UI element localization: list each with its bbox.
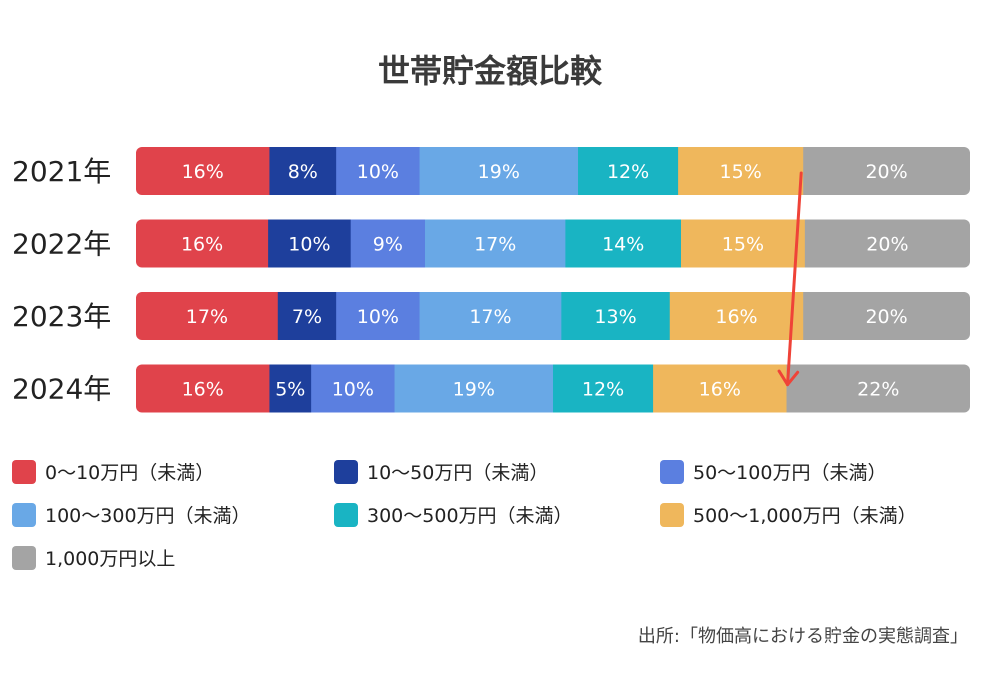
data-label: 10% — [332, 379, 374, 401]
arrow-head — [777, 369, 800, 387]
legend-swatch — [660, 503, 684, 527]
data-label: 10% — [357, 306, 399, 328]
data-label: 12% — [582, 379, 624, 401]
bar-row-4: 2024年 16% 5% 10% 19% 12% 16% 22% — [12, 364, 970, 413]
bar-segment — [336, 147, 421, 195]
bar-segment — [269, 147, 337, 195]
bar-segment — [136, 219, 269, 268]
data-label: 19% — [453, 379, 495, 401]
data-label: 22% — [857, 379, 899, 401]
bar-segment — [268, 219, 352, 268]
bar-segment — [678, 147, 804, 195]
data-label: 17% — [474, 234, 516, 256]
bar-segment — [553, 364, 654, 413]
data-label: 19% — [478, 161, 520, 183]
data-label: 12% — [607, 161, 649, 183]
legend-item: 1,000万円以上 — [12, 546, 175, 570]
data-label: 17% — [186, 306, 228, 328]
legend-item: 500〜1,000万円（未満） — [660, 503, 917, 527]
bar-segment — [419, 147, 579, 195]
bar-segment — [136, 292, 279, 340]
bar-segment — [786, 364, 970, 413]
bar-segment — [803, 292, 970, 340]
data-label: 5% — [275, 379, 305, 401]
data-label: 20% — [865, 161, 907, 183]
data-label: 10% — [288, 234, 330, 256]
category-label: 2022年 — [12, 228, 111, 261]
data-label: 20% — [866, 234, 908, 256]
legend-item: 0〜10万円（未満） — [12, 460, 214, 484]
bar-segment — [277, 292, 337, 340]
legend-swatch — [660, 460, 684, 484]
data-label: 15% — [722, 234, 764, 256]
legend-swatch — [12, 503, 36, 527]
bar-row-1: 2021年 16% 8% 10% 19% 12% 15% 20% — [12, 147, 970, 195]
data-label: 17% — [469, 306, 511, 328]
source-note: 出所:「物価高における貯金の実態調査」 — [638, 626, 968, 647]
data-label: 16% — [182, 161, 224, 183]
chart-legend: 0〜10万円（未満） 10〜50万円（未満） 50〜100万円（未満） 100〜300… — [12, 460, 917, 570]
bar-segment — [136, 364, 270, 413]
bar-row-3: 2023年 17% 7% 10% 17% 13% 16% 20% — [12, 292, 970, 340]
bar-segment — [350, 219, 426, 268]
category-label: 2023年 — [12, 300, 111, 333]
bar-segments — [136, 364, 970, 413]
data-label: 9% — [373, 234, 403, 256]
legend-item: 300〜500万円（未満） — [334, 503, 573, 527]
bar-segment — [419, 292, 562, 340]
chart-rows: 2021年 16% 8% 10% 19% 12% 15% 20% 2022年 16% 10% 9% 17… — [12, 147, 970, 413]
bar-segment — [669, 292, 804, 340]
legend-label: 1,000万円以上 — [45, 548, 175, 570]
data-label: 16% — [715, 306, 757, 328]
legend-item: 100〜300万円（未満） — [12, 503, 251, 527]
bar-segments — [136, 147, 970, 195]
bar-segments — [136, 292, 970, 340]
legend-label: 500〜1,000万円（未満） — [693, 505, 917, 527]
data-label: 8% — [288, 161, 318, 183]
bar-segment — [565, 219, 682, 268]
data-label: 16% — [181, 234, 223, 256]
bar-segment — [804, 219, 970, 268]
legend-label: 50〜100万円（未満） — [693, 462, 886, 484]
legend-label: 0〜10万円（未満） — [45, 462, 214, 484]
bar-row-2: 2022年 16% 10% 9% 17% 14% 15% 20% — [12, 219, 970, 268]
data-label: 7% — [292, 306, 322, 328]
data-label: 15% — [720, 161, 762, 183]
data-label: 14% — [602, 234, 644, 256]
bar-segment — [136, 147, 270, 195]
legend-item: 50〜100万円（未満） — [660, 460, 886, 484]
chart-title: 世帯貯金額比較 — [378, 52, 603, 90]
bar-segment — [425, 219, 566, 268]
legend-swatch — [12, 460, 36, 484]
bar-segment — [561, 292, 671, 340]
bar-segment — [680, 219, 806, 268]
category-label: 2021年 — [12, 155, 111, 188]
legend-label: 10〜50万円（未満） — [367, 462, 548, 484]
legend-item: 10〜50万円（未満） — [334, 460, 548, 484]
legend-swatch — [12, 546, 36, 570]
data-label: 10% — [357, 161, 399, 183]
data-label: 16% — [699, 379, 741, 401]
category-label: 2024年 — [12, 373, 111, 406]
bar-segment — [311, 364, 396, 413]
bar-segment — [269, 364, 312, 413]
bar-segment — [336, 292, 421, 340]
legend-label: 300〜500万円（未満） — [367, 505, 573, 527]
data-label: 16% — [182, 379, 224, 401]
legend-label: 100〜300万円（未満） — [45, 505, 251, 527]
bar-segment — [394, 364, 554, 413]
bar-segment — [653, 364, 788, 413]
bar-segments — [136, 219, 970, 268]
data-label: 13% — [594, 306, 636, 328]
bar-segment — [578, 147, 679, 195]
legend-swatch — [334, 503, 358, 527]
data-label: 20% — [865, 306, 907, 328]
arrow-shaft — [786, 171, 803, 387]
legend-swatch — [334, 460, 358, 484]
trend-annotation — [777, 171, 803, 387]
bar-segment — [803, 147, 970, 195]
